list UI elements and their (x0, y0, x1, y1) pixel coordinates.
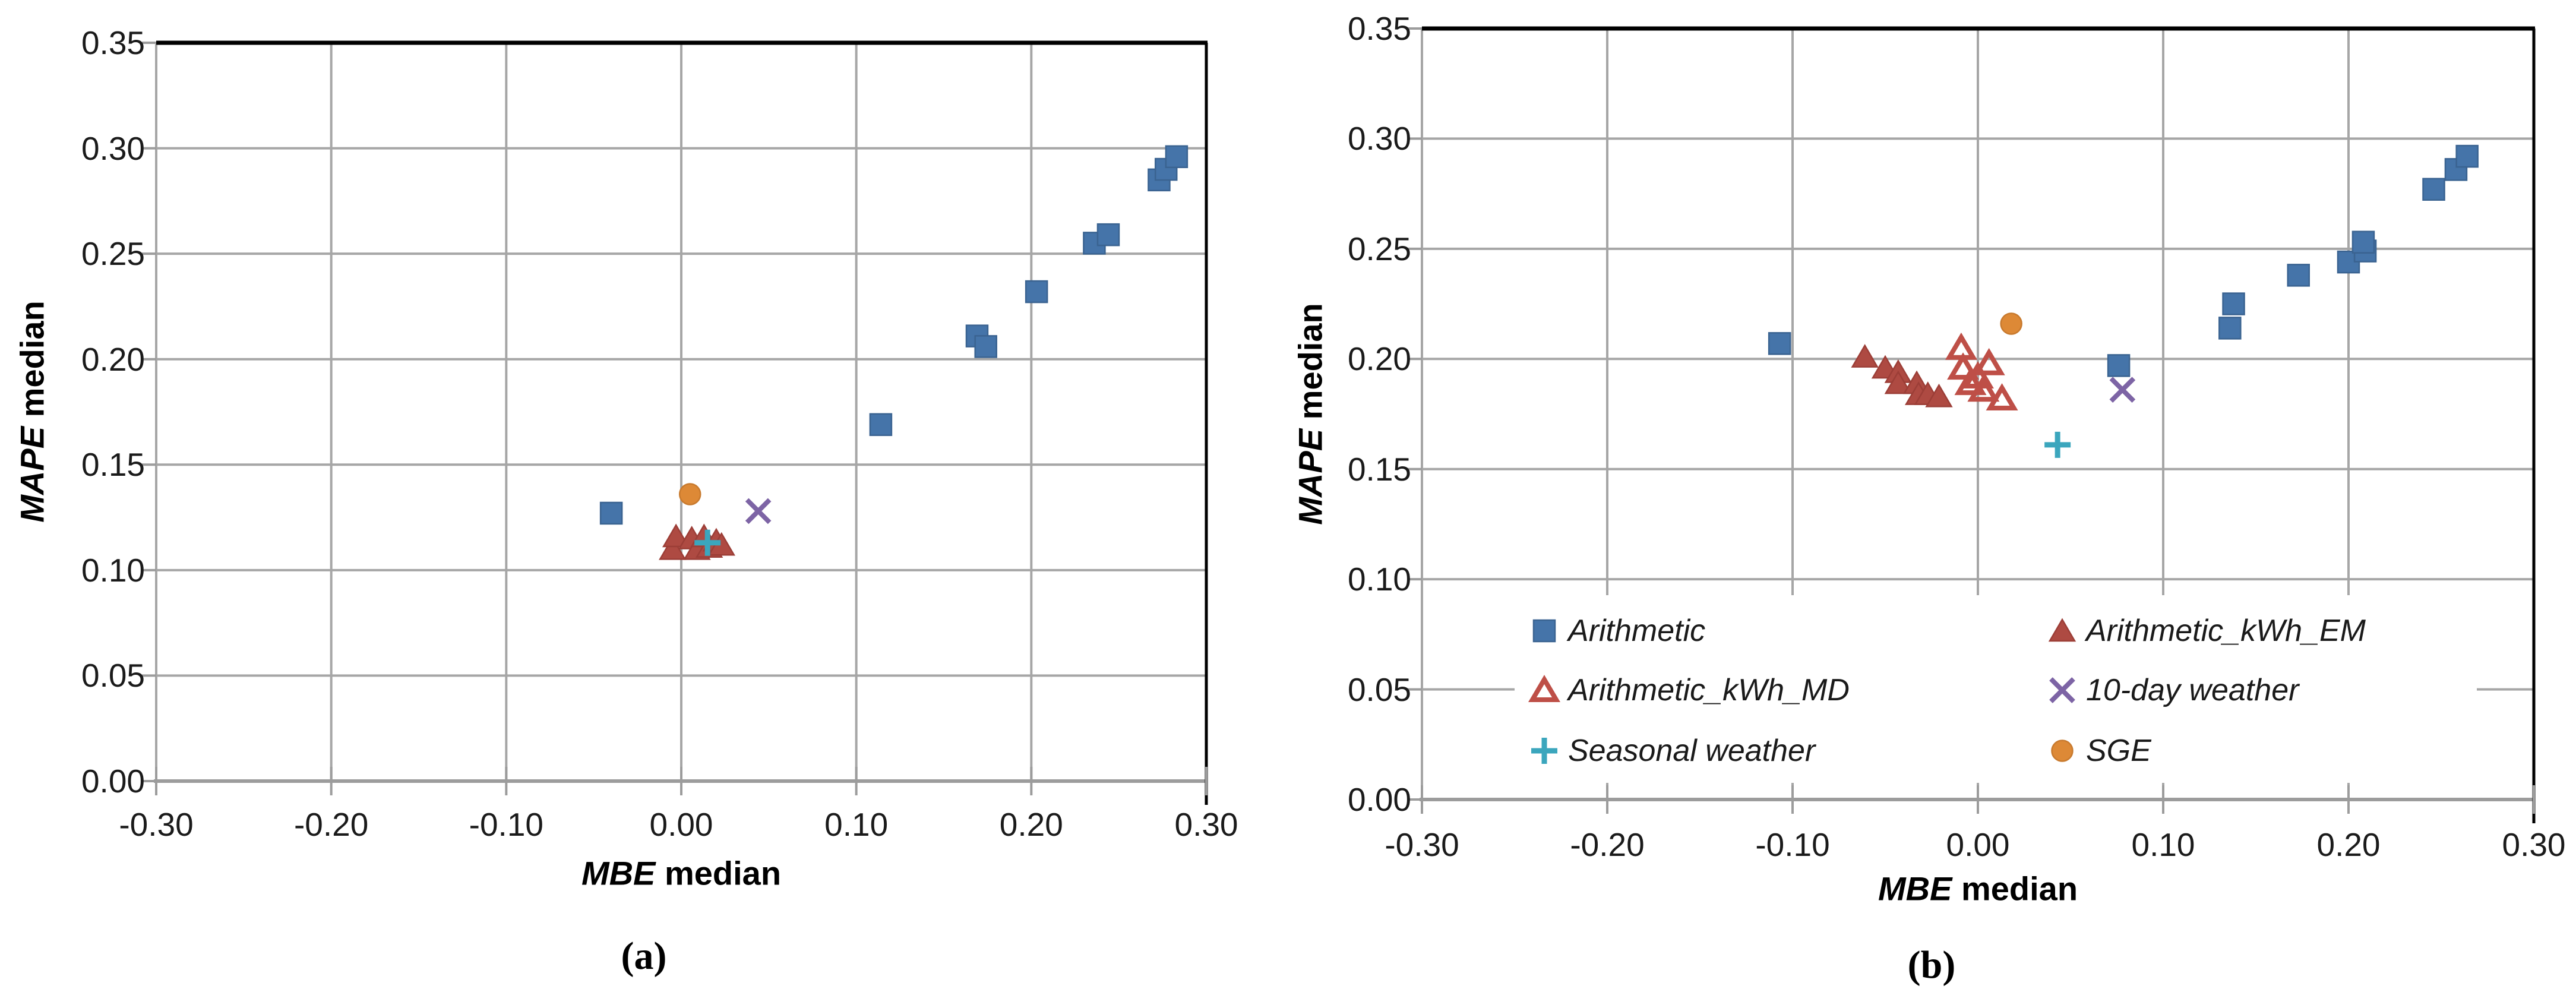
legend-label-arithmetic-kwh-md: Arithmetic_kWh_MD (1568, 673, 1850, 707)
legend-label-arithmetic-kwh-em: Arithmetic_kWh_EM (2086, 614, 2366, 648)
y-tick-label: 0.30 (1347, 120, 1411, 157)
panel-b-caption: (b) (1907, 943, 1956, 987)
point-seasonal-weather (694, 529, 721, 556)
x-axis-title-italic: MBE (581, 854, 656, 892)
x-tick-label: 0.00 (649, 806, 713, 843)
legend-marker-arithmetic-kwh-em (2048, 618, 2076, 642)
point-sge (678, 483, 701, 505)
y-tick-label: 0.00 (81, 763, 145, 800)
point-arithmetic-kwh-md (1947, 352, 1980, 380)
x-tick-label: 0.20 (999, 806, 1063, 843)
x-axis-title-rest: median (664, 854, 782, 892)
point-arithmetic-kwh-em (1884, 370, 1913, 394)
x-tick-label: -0.30 (119, 806, 194, 843)
point-arithmetic-kwh-em (1851, 344, 1879, 368)
legend-marker-arithmetic (1532, 619, 1556, 643)
y-tick-label: 0.35 (81, 24, 145, 61)
y-tick-label: 0.10 (1347, 561, 1411, 598)
legend-marker-arithmetic-kwh-md (1528, 675, 1560, 702)
point-arithmetic (974, 335, 997, 358)
x-axis-title-italic: MBE (1878, 870, 1952, 908)
x-tick-label: 0.10 (2131, 826, 2195, 863)
legend-label-10-day-weather: 10-day weather (2086, 673, 2299, 707)
x-tick-label: -0.10 (1755, 826, 1830, 863)
y-tick-label: 0.25 (1347, 230, 1411, 267)
point-arithmetic (2422, 178, 2445, 201)
point-arithmetic-kwh-md (1986, 383, 2018, 411)
legend-background (1515, 595, 2477, 783)
point-arithmetic (2351, 230, 2375, 254)
point-arithmetic (1165, 145, 1189, 169)
legend-label-seasonal-weather: Seasonal weather (1568, 734, 1816, 768)
point-10-day-weather (745, 498, 772, 524)
legend-marker-sge (2051, 740, 2074, 762)
x-tick-label: 0.10 (824, 806, 889, 843)
legend-label-arithmetic: Arithmetic (1568, 614, 1706, 648)
x-tick-label: -0.20 (293, 806, 369, 843)
y-tick-label: 0.25 (81, 235, 145, 273)
y-tick-label: 0.35 (1347, 10, 1411, 47)
panel-b-y-axis-title: MAPE median (1291, 303, 1330, 524)
x-tick-label: 0.00 (1946, 826, 2010, 863)
y-tick-label: 0.20 (81, 340, 145, 378)
point-arithmetic (869, 413, 893, 437)
panel-a-y-axis-title: MAPE median (13, 301, 52, 522)
panel-a-caption: (a) (621, 934, 667, 978)
y-tick-label: 0.05 (1347, 671, 1411, 708)
y-tick-label: 0.15 (81, 446, 145, 484)
x-tick-label: 0.30 (1174, 806, 1238, 843)
y-tick-label: 0.05 (81, 657, 145, 694)
panel-b-x-axis-title: MBE median (1878, 870, 2078, 908)
point-arithmetic-kwh-md (1967, 374, 2000, 402)
point-arithmetic-kwh-md (1954, 368, 1987, 396)
point-arithmetic-kwh-md (1973, 347, 2005, 375)
y-tick-label: 0.20 (1347, 340, 1411, 378)
point-10-day-weather (2109, 377, 2136, 403)
x-tick-label: -0.30 (1385, 826, 1459, 863)
legend-marker-10-day-weather (2049, 677, 2075, 703)
point-arithmetic (2218, 317, 2242, 340)
x-tick-label: 0.20 (2316, 826, 2381, 863)
point-arithmetic (2107, 354, 2131, 377)
panel-a-x-axis-title: MBE median (581, 854, 781, 893)
point-arithmetic (1096, 223, 1120, 247)
point-arithmetic (2287, 264, 2311, 287)
x-tick-label: 0.30 (2502, 826, 2566, 863)
y-tick-label: 0.30 (81, 129, 145, 167)
point-arithmetic (1025, 280, 1048, 304)
x-axis-title-rest: median (1961, 870, 2078, 908)
legend-marker-seasonal-weather (1531, 738, 1557, 764)
point-arithmetic (1768, 332, 1791, 355)
y-tick-label: 0.00 (1347, 781, 1411, 818)
point-arithmetic-kwh-md (1945, 332, 1977, 360)
point-arithmetic (599, 501, 623, 525)
point-arithmetic-kwh-em (662, 523, 690, 548)
y-tick-label: 0.15 (1347, 450, 1411, 488)
point-sge (2000, 312, 2022, 335)
point-arithmetic (2455, 144, 2479, 168)
x-tick-label: -0.10 (469, 806, 544, 843)
point-arithmetic (2222, 292, 2245, 315)
y-tick-label: 0.10 (81, 551, 145, 589)
point-arithmetic-kwh-em (1925, 383, 1953, 407)
legend-label-sge: SGE (2086, 734, 2151, 768)
point-seasonal-weather (2044, 431, 2071, 458)
x-tick-label: -0.20 (1570, 826, 1645, 863)
